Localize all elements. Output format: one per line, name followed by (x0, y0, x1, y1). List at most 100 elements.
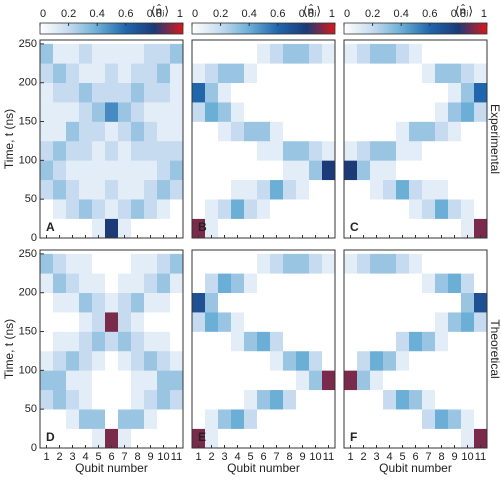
heatmap-cell (118, 370, 132, 391)
heatmap-cell (370, 253, 384, 274)
heatmap-cell (283, 218, 297, 239)
heatmap-cell (309, 428, 323, 449)
heatmap-cell (218, 253, 232, 274)
heatmap-cell (144, 140, 158, 161)
heatmap-cell (357, 350, 371, 371)
colorbar-tick-label: 0.6 (118, 8, 133, 20)
y-tick-label: 150 (19, 115, 37, 127)
heatmap-cell (474, 292, 488, 313)
heatmap-cell (296, 292, 310, 313)
heatmap-cell (309, 199, 323, 219)
heatmap-cell (40, 121, 54, 142)
heatmap-cell (131, 179, 145, 200)
heatmap-cell (461, 428, 475, 449)
x-tick-label: 1 (43, 451, 49, 463)
heatmap-cell (118, 179, 132, 200)
heatmap-cell (422, 160, 436, 181)
heatmap-cell (53, 389, 67, 410)
heatmap-cell (218, 331, 232, 352)
heatmap-cell (105, 389, 119, 410)
heatmap-cell (131, 218, 145, 239)
heatmap-cell (409, 409, 423, 429)
heatmap-cell (53, 43, 67, 64)
heatmap-cell (170, 63, 184, 84)
heatmap-cell (231, 428, 245, 449)
heatmap-cell (257, 389, 271, 410)
heatmap-cell (309, 102, 323, 122)
heatmap-cell (231, 82, 245, 103)
heatmap-cell (448, 82, 462, 103)
colorbar-tick-label: 0 (192, 8, 198, 20)
heatmap-cell (283, 312, 297, 332)
heatmap-cell (40, 179, 54, 200)
x-tick-label: 9 (451, 451, 457, 463)
heatmap-cell (370, 331, 384, 352)
heatmap-cell (218, 140, 232, 161)
heatmap-cell (370, 160, 384, 181)
y-tick-label: 100 (19, 154, 37, 166)
heatmap-cell (461, 273, 475, 294)
colorbar-label: ⟨n̂ⱼ⟩ (151, 3, 169, 18)
heatmap-cell (218, 218, 232, 239)
heatmap-cell (357, 102, 371, 122)
heatmap-cell (79, 389, 93, 410)
x-tick-label: 5 (399, 451, 405, 463)
heatmap-cell (396, 102, 410, 122)
heatmap-cell (448, 43, 462, 64)
heatmap-cell (53, 82, 67, 103)
x-tick-label: 4 (386, 451, 392, 463)
heatmap-cell (118, 273, 132, 294)
heatmap-cell (192, 43, 206, 64)
heatmap-cell (344, 389, 358, 410)
heatmap-cell (396, 82, 410, 103)
colorbar-tick-label: 1 (481, 8, 487, 20)
heatmap-cell (448, 331, 462, 352)
heatmap-cell (461, 370, 475, 391)
heatmap-cell (66, 331, 80, 352)
colorbar (191, 22, 336, 35)
heatmap-cell (105, 292, 119, 313)
heatmap-cell (283, 389, 297, 410)
heatmap-cell (157, 102, 171, 122)
heatmap-cell (322, 350, 336, 371)
heatmap-cell (105, 179, 119, 200)
heatmap-cell (257, 253, 271, 274)
heatmap-cell (144, 370, 158, 391)
heatmap-cell (244, 409, 258, 429)
heatmap-cell (170, 370, 184, 391)
heatmap-cell (157, 160, 171, 181)
heatmap-cell (448, 428, 462, 449)
heatmap-cell (244, 43, 258, 64)
x-tick-label: 5 (247, 451, 253, 463)
heatmap-cell (461, 160, 475, 181)
heatmap-cell (157, 199, 171, 219)
heatmap-cell (370, 312, 384, 332)
colorbar-tick-label: 0.4 (90, 8, 105, 20)
heatmap-cell (296, 140, 310, 161)
heatmap-cell (322, 389, 336, 410)
heatmap-cell (157, 218, 171, 239)
x-tick-label: 6 (108, 451, 114, 463)
heatmap-cell (79, 199, 93, 219)
heatmap-cell (257, 199, 271, 219)
heatmap-cell (244, 179, 258, 200)
y-tick-label: 200 (19, 77, 37, 89)
heatmap-cell (92, 273, 106, 294)
heatmap-cell (344, 331, 358, 352)
panel-letter: A (46, 220, 55, 234)
heatmap-cell (205, 160, 219, 181)
heatmap-cell (474, 409, 488, 429)
heatmap-cell (270, 312, 284, 332)
x-tick-label: 2 (208, 451, 214, 463)
heatmap-cell (192, 179, 206, 200)
heatmap-cell (205, 331, 219, 352)
heatmap-cell (92, 331, 106, 352)
heatmap-cell (448, 409, 462, 429)
heatmap-cell (192, 218, 206, 239)
heatmap-cell (118, 428, 132, 449)
heatmap-cell (461, 63, 475, 84)
heatmap-cell (40, 409, 54, 429)
heatmap-cell (92, 312, 106, 332)
heatmap-cell (322, 160, 336, 181)
heatmap-cell (357, 273, 371, 294)
